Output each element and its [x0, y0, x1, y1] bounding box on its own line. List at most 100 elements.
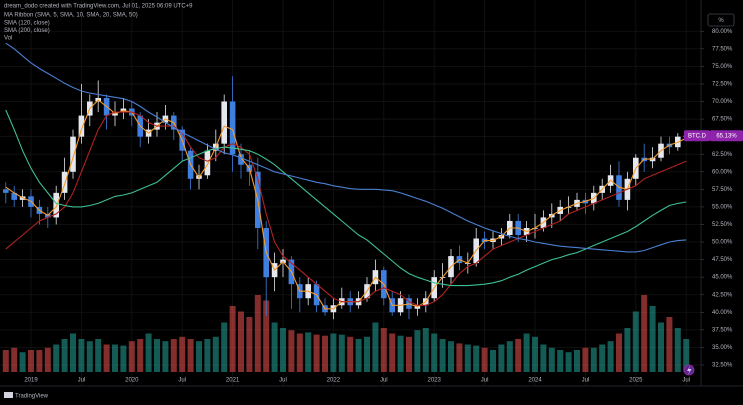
lightning-icon	[683, 364, 695, 376]
legend-entry: SMA (200, close)	[4, 28, 50, 34]
volume-bar	[490, 350, 496, 372]
volume-bar	[674, 328, 681, 372]
volume-bar	[565, 352, 572, 372]
scale-button[interactable]	[707, 13, 735, 27]
last-price-label: 65.13%	[716, 133, 737, 139]
volume-bar	[2, 350, 9, 372]
x-tick-label: 2024	[528, 378, 542, 384]
ma-line	[5, 42, 687, 253]
scale-unit[interactable]: %	[718, 18, 724, 24]
volume-bar	[632, 311, 639, 372]
y-tick-label: 75.00%	[712, 64, 733, 70]
volume-bar	[431, 333, 438, 372]
volume-bar	[372, 322, 379, 372]
volume-bar	[44, 347, 51, 372]
y-tick-label: 70.00%	[712, 99, 733, 105]
volume-bar	[523, 333, 530, 372]
volume-bar	[103, 344, 110, 372]
y-tick-label: 42.50%	[712, 292, 733, 298]
y-tick-label: 50.00%	[712, 240, 733, 246]
volume-bar	[28, 350, 34, 372]
x-tick-label: 2021	[226, 378, 240, 384]
candle-body	[61, 171, 68, 193]
volume-bar	[540, 344, 547, 372]
volume-bar	[11, 347, 18, 372]
logo-icon	[4, 392, 13, 398]
x-tick-label: Jul	[279, 378, 287, 384]
y-tick-label: 52.50%	[712, 222, 733, 228]
volume-bar	[313, 334, 320, 372]
volume-bar	[599, 344, 606, 372]
y-tick-label: 55.00%	[712, 204, 733, 210]
volume-bar	[658, 322, 664, 372]
volume-bar	[170, 339, 177, 372]
x-tick-label: 2025	[629, 378, 643, 384]
volume-bar	[53, 344, 60, 372]
volume-bar	[254, 295, 261, 372]
volume-bar	[221, 322, 228, 372]
volume-bar	[473, 345, 480, 372]
legend-entry: Vol	[4, 36, 12, 42]
volume-bar	[162, 341, 169, 372]
volume-bar	[506, 341, 513, 372]
volume-bar	[641, 295, 648, 372]
x-tick-label: 2023	[428, 378, 442, 384]
volume-bar	[347, 336, 354, 372]
candle-body	[238, 154, 244, 165]
y-tick-label: 57.50%	[712, 187, 733, 193]
volume-bar	[624, 328, 631, 372]
volume-bar	[364, 336, 370, 372]
volume-bar	[271, 322, 278, 372]
volume-bar	[397, 335, 404, 372]
ma-line	[5, 109, 687, 287]
legend-entry: MA Ribbon (SMA, 5, SMA, 10, SMA, 20, SMA…	[4, 13, 138, 19]
volume-bar	[95, 339, 102, 372]
ma-line	[5, 111, 687, 306]
volume-bar	[179, 336, 186, 372]
y-tick-label: 32.50%	[712, 363, 733, 369]
y-tick-label: 40.00%	[712, 310, 733, 316]
volume-bar	[330, 333, 337, 372]
volume-bar	[128, 341, 135, 372]
footer: TradingView	[15, 394, 49, 400]
volume-bar	[187, 339, 194, 372]
volume-bar	[137, 339, 144, 372]
candle-body	[229, 101, 236, 155]
volume-bar	[649, 306, 656, 372]
volume-bar	[498, 344, 505, 372]
volume-bar	[532, 336, 538, 372]
candle-body	[78, 115, 85, 137]
symbol-label: BTC.D	[688, 133, 707, 139]
volume-bar	[112, 344, 118, 372]
volume-bar	[439, 339, 446, 372]
price-box	[710, 130, 743, 142]
x-tick-label: Jul	[682, 378, 690, 384]
candle-body	[53, 192, 59, 218]
y-tick-label: 77.50%	[712, 46, 733, 52]
volume-bar	[515, 339, 522, 372]
volume-bar	[616, 333, 622, 372]
volume-bar	[355, 339, 362, 372]
volume-bar	[548, 347, 555, 372]
volume-bar	[456, 343, 463, 372]
y-tick-label: 80.00%	[712, 29, 733, 35]
volume-bar	[305, 332, 312, 372]
volume-bar	[36, 350, 43, 372]
candle-body	[11, 192, 17, 200]
header: dream_dodo created with TradingView.com,…	[4, 4, 193, 10]
volume-bar	[481, 347, 488, 372]
x-tick-label: Jul	[481, 378, 489, 384]
y-tick-label: 60.00%	[712, 169, 733, 175]
x-tick-label: Jul	[380, 378, 388, 384]
candle-body	[70, 136, 76, 172]
x-tick-label: Jul	[178, 378, 186, 384]
y-tick-label: 62.50%	[712, 152, 733, 158]
legend-entry: SMA (120, close)	[4, 20, 50, 26]
volume-bar	[557, 350, 564, 372]
volume-bar	[204, 339, 211, 372]
candle-body	[3, 189, 9, 193]
x-tick-label: 2022	[327, 378, 341, 384]
